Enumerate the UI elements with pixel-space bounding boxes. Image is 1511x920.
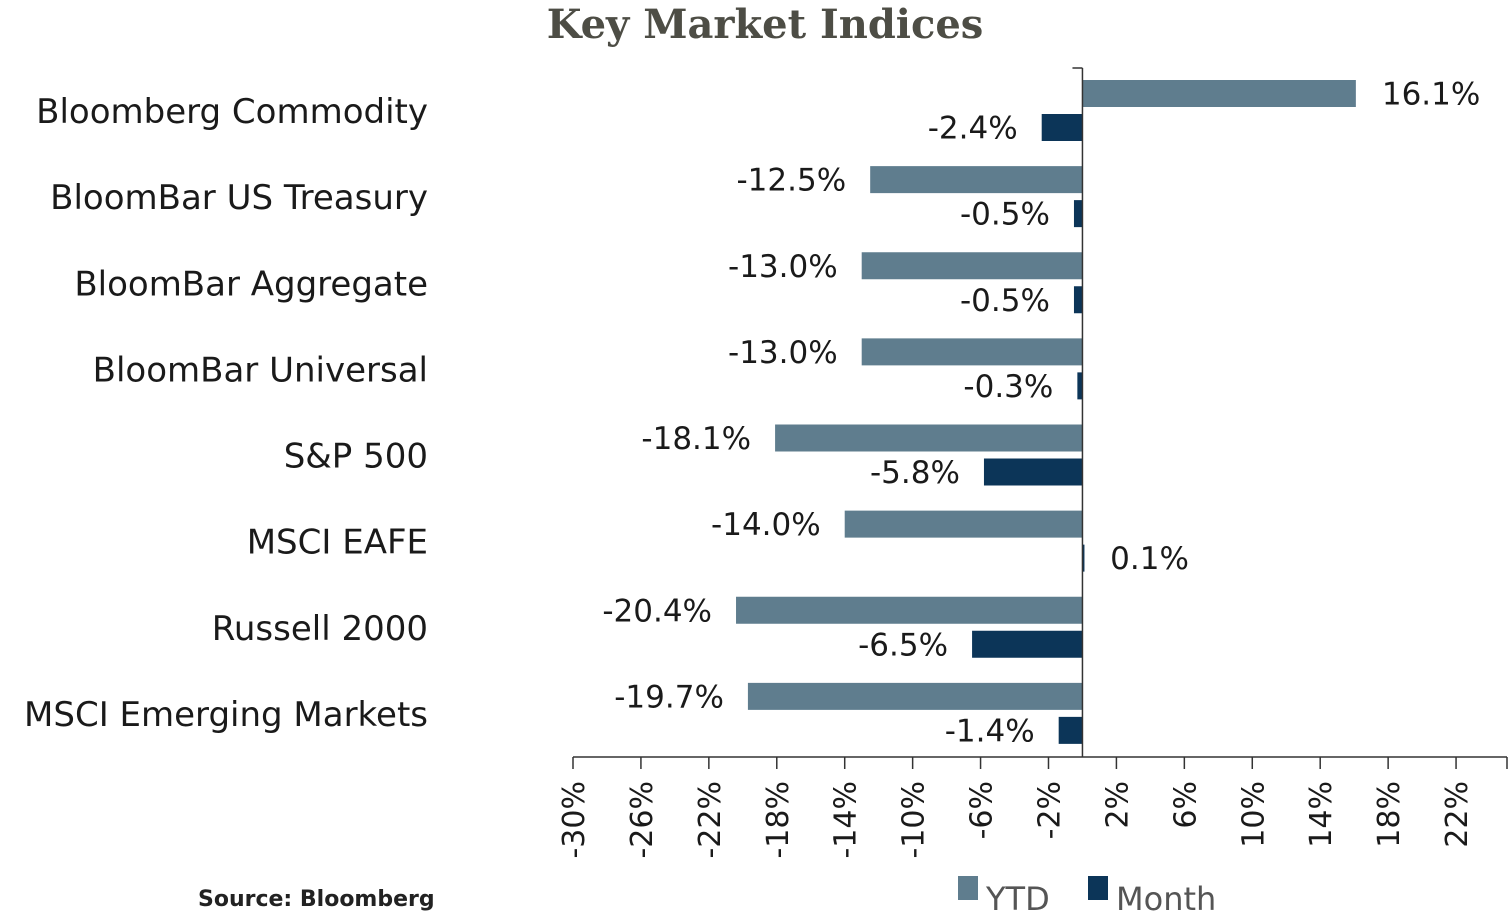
value-label: -5.8%	[870, 455, 960, 491]
value-label: -0.5%	[960, 283, 1050, 319]
x-tick-label: -14%	[829, 781, 864, 859]
category-label: MSCI Emerging Markets	[24, 695, 428, 735]
x-tick-label: 22%	[1440, 781, 1475, 848]
category-labels: Bloomberg Commodity BloomBar US Treasury B…	[24, 92, 428, 735]
value-label: 0.1%	[1110, 541, 1189, 577]
x-axis-ticks: -30% -26% -22% -18% -14% -10% -6% -2% 2% 6% 10% 14%…	[557, 67, 1508, 859]
value-label: -1.4%	[945, 713, 1035, 749]
x-tick-label: 2%	[1100, 781, 1135, 829]
x-tick-label: -26%	[625, 781, 660, 859]
bar-ytd	[861, 338, 1083, 366]
x-tick-label: -6%	[965, 781, 1000, 839]
value-label: -14.0%	[711, 507, 821, 543]
x-tick-label: -18%	[761, 781, 796, 859]
legend-label-ytd: YTD	[985, 880, 1050, 918]
x-tick-label: 6%	[1168, 781, 1203, 829]
category-label: Bloomberg Commodity	[36, 92, 428, 132]
bar-month	[1058, 716, 1083, 744]
x-tick-label: 14%	[1304, 781, 1339, 848]
value-label: -12.5%	[737, 163, 847, 199]
value-label: -18.1%	[641, 421, 751, 457]
bar-ytd	[861, 252, 1083, 280]
legend-swatch-ytd	[958, 876, 978, 900]
x-tick-label: -10%	[897, 781, 932, 859]
bar-ytd	[1082, 80, 1356, 107]
category-label: S&P 500	[284, 437, 428, 477]
source-note: Source: Bloomberg	[198, 887, 435, 912]
bar-month	[1073, 286, 1083, 314]
value-label: -19.7%	[614, 679, 724, 715]
bar-ytd	[747, 682, 1083, 710]
bar-ytd	[870, 166, 1083, 194]
bar-ytd	[736, 596, 1083, 624]
bar-month	[972, 630, 1083, 658]
x-tick-label: -30%	[557, 781, 592, 859]
value-label: -13.0%	[728, 335, 838, 371]
value-label: -6.5%	[858, 627, 948, 663]
x-tick-label: -2%	[1032, 781, 1067, 839]
value-label: -2.4%	[928, 111, 1018, 147]
x-tick-label: 10%	[1236, 781, 1271, 848]
value-label: -0.5%	[960, 197, 1050, 233]
legend-label-month: Month	[1116, 880, 1216, 918]
x-tick-label: 18%	[1372, 781, 1407, 848]
bar-month	[1073, 200, 1083, 228]
legend: YTD Month	[958, 876, 1216, 918]
value-label: 16.1%	[1382, 77, 1480, 113]
bar-ytd	[775, 424, 1083, 452]
chart-title: Key Market Indices	[547, 1, 984, 48]
bar-month	[1082, 544, 1085, 572]
value-label: -13.0%	[728, 249, 838, 285]
bar-month	[983, 458, 1083, 486]
x-tick-label: -22%	[693, 781, 728, 859]
bar-ytd	[844, 510, 1083, 538]
legend-swatch-month	[1088, 876, 1108, 900]
value-label: -0.3%	[963, 369, 1053, 405]
category-label: MSCI EAFE	[247, 523, 428, 563]
value-labels: 16.1% -2.4% -12.5% -0.5% -13.0% -0.5% -13.0% -0…	[602, 77, 1480, 750]
category-label: Russell 2000	[212, 609, 428, 649]
category-label: BloomBar Universal	[93, 350, 428, 390]
bar-month	[1041, 114, 1083, 141]
bar-month	[1077, 372, 1083, 400]
category-label: BloomBar US Treasury	[50, 178, 428, 218]
value-label: -20.4%	[602, 593, 712, 629]
category-label: BloomBar Aggregate	[74, 264, 428, 304]
bar-group	[736, 80, 1356, 744]
